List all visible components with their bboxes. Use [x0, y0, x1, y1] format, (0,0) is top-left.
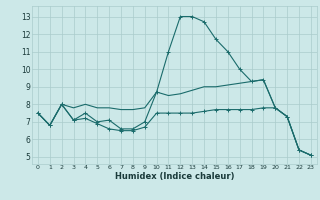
X-axis label: Humidex (Indice chaleur): Humidex (Indice chaleur) [115, 172, 234, 181]
